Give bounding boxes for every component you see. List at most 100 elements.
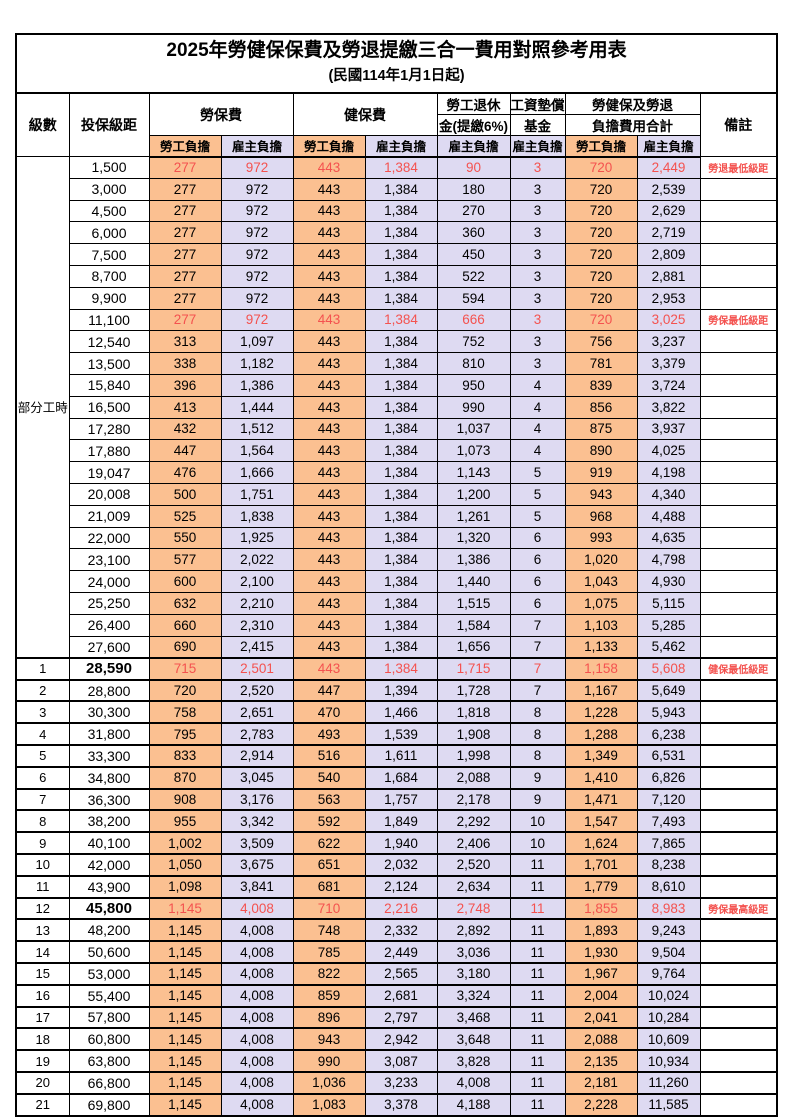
total-employer-cell: 10,284 — [636, 1005, 701, 1029]
labor-employee-cell: 277 — [148, 264, 222, 288]
bracket-cell: 11,100 — [68, 308, 150, 332]
total-employer-cell: 11,585 — [636, 1092, 701, 1117]
note-cell: 健保最低級距 — [699, 656, 778, 681]
total-employee-cell: 720 — [564, 177, 638, 201]
table-row: 20 66,800 1,145 4,008 1,036 3,233 4,008 11 2,181… — [15, 1070, 778, 1095]
note-cell — [699, 635, 778, 659]
fund-employer-cell: 11 — [509, 853, 566, 877]
labor-employer-cell: 4,008 — [220, 961, 294, 986]
bracket-cell: 4,500 — [68, 199, 150, 223]
fund-employer-cell: 11 — [509, 940, 566, 964]
health-employer-cell: 1,940 — [364, 831, 438, 855]
col-header-wage-fund-line2: 基金 — [509, 114, 566, 136]
total-employer-cell: 2,953 — [636, 286, 701, 310]
level-cell: 21 — [15, 1092, 70, 1117]
total-employee-cell: 720 — [564, 308, 638, 332]
labor-employee-cell: 447 — [148, 439, 222, 463]
health-employee-cell: 443 — [292, 286, 366, 310]
part-time-label: 部分工時 — [15, 155, 70, 659]
total-employee-cell: 968 — [564, 504, 638, 528]
health-employer-cell: 1,384 — [364, 156, 438, 179]
note-cell — [699, 831, 778, 855]
total-employee-cell: 2,088 — [564, 1027, 638, 1051]
labor-employee-cell: 715 — [148, 656, 222, 681]
fund-employer-cell: 9 — [509, 765, 566, 790]
labor-employee-cell: 1,145 — [148, 918, 222, 942]
table-row: 22,000 550 1,925 443 1,384 1,320 6 993 4,635 — [16, 526, 778, 550]
note-cell — [699, 286, 778, 310]
total-employer-cell: 10,934 — [636, 1049, 701, 1073]
col-header-labor-insurance: 勞保費 — [148, 92, 294, 136]
table-row: 13,500 338 1,182 443 1,384 810 3 781 3,379 — [16, 352, 778, 375]
health-employee-cell: 443 — [292, 395, 366, 419]
total-employer-cell: 8,238 — [636, 853, 701, 877]
labor-employer-cell: 1,751 — [220, 482, 294, 506]
fund-employer-cell: 9 — [509, 787, 566, 811]
header-row-3: 勞工負擔 雇主負擔 勞工負擔 雇主負擔 雇主負擔 雇主負擔 勞工負擔 雇主負擔 — [16, 135, 777, 158]
level-cell: 1 — [15, 656, 70, 681]
labor-employer-cell: 2,415 — [220, 635, 294, 659]
note-cell — [699, 1092, 778, 1117]
level-cell: 16 — [15, 983, 70, 1008]
labor-employer-cell: 2,914 — [220, 744, 294, 768]
fund-employer-cell: 8 — [509, 722, 566, 746]
table-row: 17,280 432 1,512 443 1,384 1,037 4 875 3,937 — [16, 417, 778, 441]
bracket-cell: 38,200 — [68, 809, 150, 833]
col-header-total-line2: 負擔費用合計 — [564, 114, 701, 136]
labor-employee-cell: 1,145 — [148, 961, 222, 986]
total-employer-cell: 5,943 — [636, 700, 701, 724]
bracket-cell: 55,400 — [68, 983, 150, 1008]
health-employee-cell: 443 — [292, 461, 366, 484]
fund-employer-cell: 3 — [509, 286, 566, 310]
total-employer-cell: 4,340 — [636, 482, 701, 506]
bracket-cell: 26,400 — [68, 613, 150, 637]
table-row: 12 45,800 1,145 4,008 710 2,216 2,748 11 1,855 8,… — [15, 896, 778, 920]
labor-employer-cell: 972 — [220, 286, 294, 310]
health-employee-cell: 943 — [292, 1027, 366, 1051]
fund-employer-cell: 3 — [509, 221, 566, 245]
bracket-cell: 57,800 — [68, 1005, 150, 1029]
fund-employer-cell: 7 — [509, 613, 566, 637]
total-employee-cell: 2,004 — [564, 983, 638, 1008]
note-cell — [699, 591, 778, 615]
total-employee-cell: 1,043 — [564, 570, 638, 593]
level-cell: 13 — [15, 918, 70, 942]
labor-employer-cell: 1,182 — [220, 352, 294, 375]
health-employee-cell: 443 — [292, 417, 366, 441]
table-row: 23,100 577 2,022 443 1,384 1,386 6 1,020 4,798 — [16, 548, 778, 572]
total-employer-cell: 5,462 — [636, 635, 701, 659]
labor-employee-cell: 758 — [148, 700, 222, 724]
note-cell — [699, 221, 778, 245]
table-row: 3,000 277 972 443 1,384 180 3 720 2,539 — [16, 177, 778, 201]
labor-employer-cell: 2,022 — [220, 548, 294, 572]
health-employer-cell: 1,384 — [364, 461, 438, 484]
note-cell — [699, 395, 778, 419]
bracket-cell: 48,200 — [68, 918, 150, 942]
bracket-cell: 60,800 — [68, 1027, 150, 1051]
total-employer-cell: 3,724 — [636, 373, 701, 397]
labor-employer-cell: 1,097 — [220, 330, 294, 354]
page-subtitle: (民國114年1月1日起) — [328, 68, 465, 84]
note-cell — [699, 809, 778, 833]
table-row: 24,000 600 2,100 443 1,384 1,440 6 1,043 4,930 — [16, 570, 778, 593]
health-employer-cell: 2,124 — [364, 874, 438, 899]
total-employee-cell: 1,167 — [564, 678, 638, 702]
labor-employer-cell: 4,008 — [220, 1027, 294, 1051]
fund-employer-cell: 3 — [509, 264, 566, 288]
total-employer-cell: 4,488 — [636, 504, 701, 528]
health-employee-cell: 443 — [292, 439, 366, 463]
labor-employer-cell: 3,342 — [220, 809, 294, 833]
table-row: 部分工時 1,500 277 972 443 1,384 90 3 720 2,449 勞退最低級距 — [15, 155, 778, 659]
labor-employer-cell: 972 — [220, 177, 294, 201]
total-employer-cell: 5,649 — [636, 678, 701, 702]
health-employee-cell: 540 — [292, 765, 366, 790]
subheader-health-employer: 雇主負擔 — [364, 135, 438, 158]
col-header-level: 級數 — [15, 92, 70, 157]
table-row: 15,840 396 1,386 443 1,384 950 4 839 3,724 — [16, 373, 778, 397]
fund-employer-cell: 11 — [509, 1005, 566, 1029]
total-employee-cell: 1,893 — [564, 918, 638, 942]
total-employee-cell: 720 — [564, 221, 638, 245]
labor-employer-cell: 2,310 — [220, 613, 294, 637]
total-employer-cell: 5,608 — [636, 656, 701, 681]
labor-employer-cell: 3,176 — [220, 787, 294, 811]
